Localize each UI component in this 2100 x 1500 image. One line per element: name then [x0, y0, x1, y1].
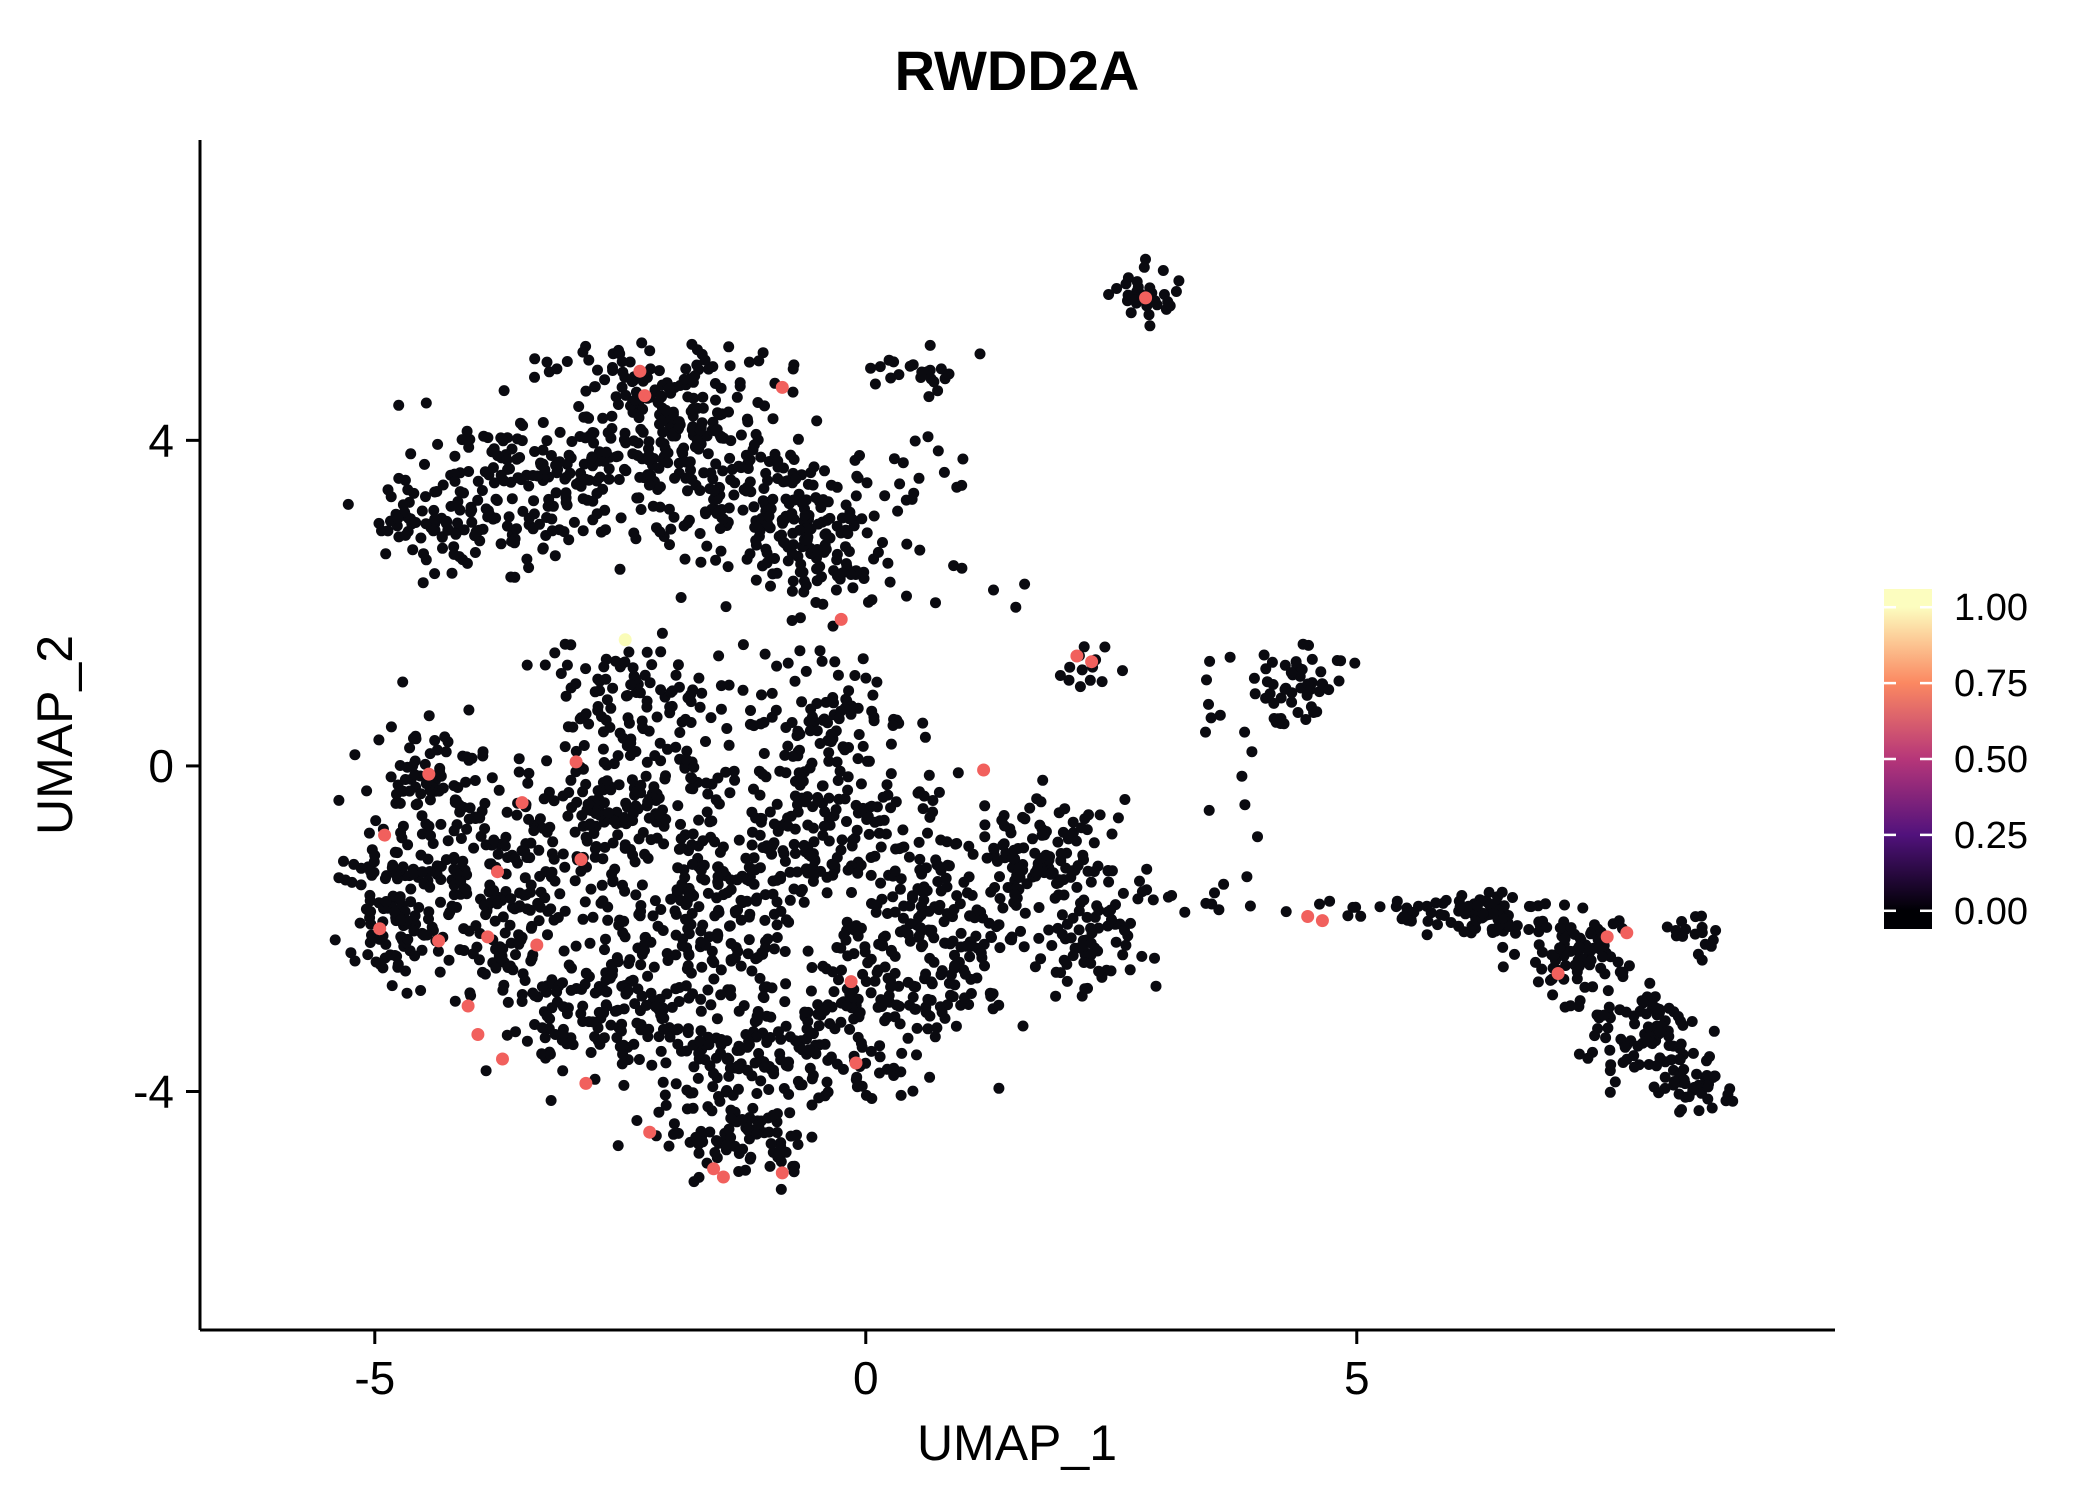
- highlighted-point: [373, 922, 387, 936]
- highlighted-point: [422, 767, 436, 781]
- highlighted-point: [1085, 655, 1099, 669]
- colorbar-legend: 1.00 0.75 0.50 0.25 0.00: [1884, 587, 2028, 933]
- y-tick-label: 0: [148, 740, 174, 792]
- highlighted-point: [1301, 910, 1315, 923]
- highlighted-point: [1315, 914, 1329, 928]
- y-axis-label: UMAP_2: [27, 635, 83, 835]
- highlighted-point: [1139, 291, 1153, 305]
- x-axis-label: UMAP_1: [917, 1415, 1117, 1471]
- highlighted-point: [496, 1052, 509, 1066]
- highlighted-point: [1551, 967, 1565, 980]
- highlighted-point: [1600, 930, 1614, 944]
- highlighted-point: [569, 755, 583, 769]
- x-tick-label: 0: [853, 1352, 879, 1404]
- highlighted-point: [491, 865, 504, 879]
- highlighted-point: [574, 853, 588, 866]
- highlighted-point: [775, 380, 789, 394]
- x-tick-label: 5: [1344, 1352, 1370, 1404]
- highlighted-point: [775, 1166, 789, 1180]
- highlighted-point: [844, 975, 858, 989]
- highlighted-point: [530, 938, 544, 952]
- legend-tick-label: 0.75: [1954, 663, 2028, 705]
- highlighted-point: [618, 633, 632, 647]
- highlighted-point: [1070, 649, 1084, 663]
- highlighted-point: [515, 796, 529, 810]
- highlighted-point: [461, 999, 475, 1013]
- highlighted-point: [471, 1028, 485, 1041]
- y-tick-label: 4: [148, 414, 174, 466]
- legend-tick-label: 0.50: [1954, 739, 2028, 781]
- highlighted-point: [481, 930, 495, 944]
- legend-tick-label: 1.00: [1954, 587, 2028, 629]
- highlighted-point: [1620, 926, 1634, 940]
- highlighted-point: [849, 1056, 863, 1070]
- highlighted-point: [378, 828, 392, 842]
- axes: -5 0 5 -4 0 4: [133, 140, 1835, 1404]
- highlighted-point: [707, 1162, 721, 1176]
- highlighted-point: [432, 934, 446, 948]
- highlighted-point: [579, 1076, 593, 1090]
- scatter-points: [329, 253, 1739, 1195]
- highlighted-point: [643, 1125, 657, 1139]
- chart-title: RWDD2A: [895, 39, 1140, 102]
- highlighted-point: [716, 1170, 730, 1184]
- legend-tick-label: 0.00: [1954, 891, 2028, 933]
- highlighted-point: [834, 612, 848, 626]
- legend-tick-label: 0.25: [1954, 815, 2028, 857]
- highlighted-point: [633, 364, 647, 378]
- x-tick-label: -5: [354, 1352, 395, 1404]
- y-tick-label: -4: [133, 1066, 174, 1118]
- highlighted-point: [977, 763, 991, 777]
- highlighted-scatter-points: [373, 291, 1634, 1184]
- highlighted-point: [638, 389, 652, 403]
